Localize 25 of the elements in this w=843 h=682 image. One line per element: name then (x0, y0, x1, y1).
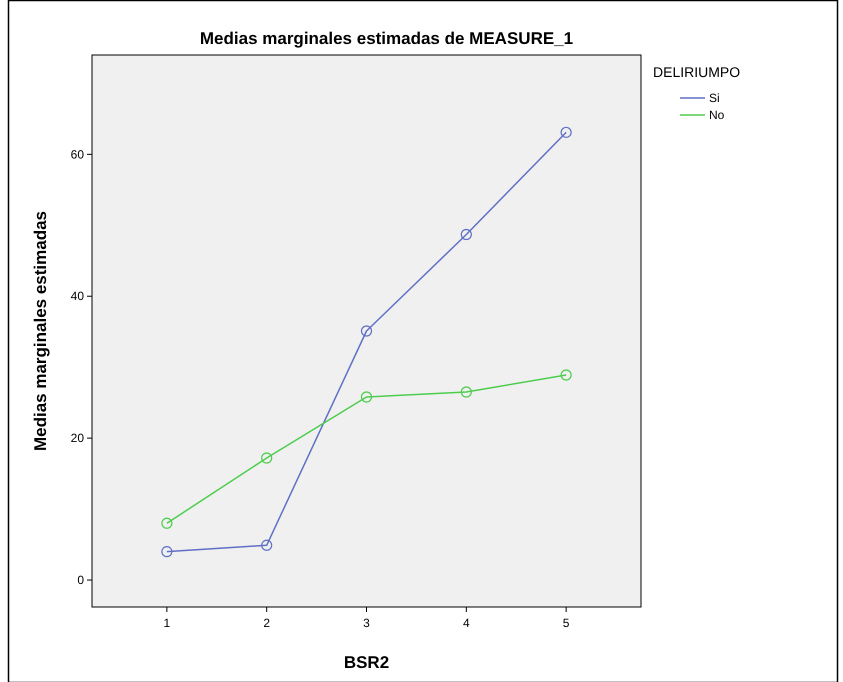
y-tick-label: 40 (70, 289, 84, 304)
legend-label: No (709, 108, 725, 122)
y-tick-label: 0 (77, 573, 84, 588)
x-tick-label: 2 (263, 616, 270, 630)
point (460, 228, 472, 240)
y-tick-label: 60 (70, 147, 84, 162)
x-tick-label: 5 (562, 616, 570, 630)
x-tick-label: 3 (363, 616, 370, 630)
point (460, 386, 472, 398)
x-tick-label: 4 (462, 616, 470, 630)
y-tick-label: 20 (70, 431, 84, 446)
chart-title: Medias marginales estimadas de MEASURE_1 (200, 29, 574, 48)
point (261, 452, 272, 464)
legend-title: DELIRIUMPO (653, 64, 740, 80)
point (560, 369, 572, 381)
point (360, 325, 372, 337)
x-tick-label: 1 (164, 616, 171, 630)
point (161, 546, 172, 558)
legend-label: Si (709, 91, 720, 105)
point (161, 518, 172, 529)
y-axis-title: Medias marginales estimadas (31, 210, 50, 452)
point (360, 391, 372, 403)
point (560, 126, 572, 138)
x-axis-title: BSR2 (344, 653, 390, 672)
point (261, 540, 272, 551)
